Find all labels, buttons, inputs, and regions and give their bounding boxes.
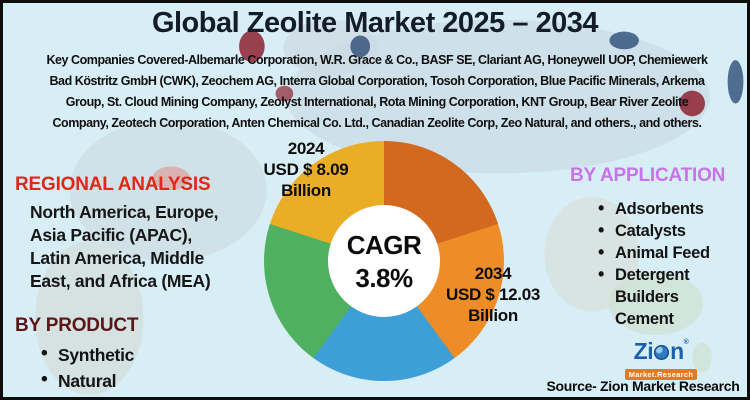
cagr-label: CAGR (346, 229, 422, 260)
annotation-value: USD $ 8.09 (263, 160, 349, 179)
donut-center: CAGR 3.8% (328, 205, 440, 317)
zion-market-research-logo: Zi n ® Market.Research (611, 338, 711, 382)
list-item: Synthetic (41, 341, 134, 368)
by-application-heading: BY APPLICATION (570, 165, 726, 186)
annotation-year: 2034 (474, 264, 512, 283)
page-title: Global Zeolite Market 2025 – 2034 (151, 7, 599, 39)
list-item: Animal Feed (598, 241, 747, 264)
annotation-year: 2024 (287, 139, 325, 158)
globe-icon (654, 344, 670, 360)
annotation-unit: Billion (468, 306, 518, 325)
by-product-heading: BY PRODUCT (15, 315, 139, 336)
logo-subtitle: Market.Research (624, 369, 698, 380)
list-item: Adsorbents (598, 197, 747, 220)
logo-text-zi: Zi (633, 338, 654, 364)
key-companies-text: Key Companies Covered-Albemarle Corporat… (46, 53, 708, 130)
registered-trademark-icon: ® (683, 339, 689, 346)
logo-brand-text: Zi n ® (633, 338, 689, 364)
regional-analysis-heading: REGIONAL ANALYSIS (15, 174, 211, 195)
by-application-list: Adsorbents Catalysts Animal Feed Deterge… (598, 197, 747, 330)
world-map-background (35, 19, 744, 396)
by-product-list: Synthetic Natural (41, 341, 134, 394)
annotation-value: USD $ 12.03 (445, 285, 541, 304)
chart-annotation-2024: 2024 USD $ 8.09 Billion (241, 138, 371, 201)
annotation-unit: Billion (281, 181, 331, 200)
cagr-value: 3.8% (355, 262, 413, 293)
list-item: Natural (41, 367, 134, 394)
list-item: Catalysts (598, 219, 747, 242)
regional-analysis-body: North America, Europe, Asia Pacific (APA… (30, 202, 219, 291)
list-item: Detergent Builders Cement (598, 263, 747, 330)
logo-text-n: n (670, 338, 684, 364)
donut-chart: CAGR 3.8% (264, 141, 504, 381)
source-attribution: Source- Zion Market Research (546, 378, 740, 394)
chart-annotation-2034: 2034 USD $ 12.03 Billion (427, 263, 559, 326)
